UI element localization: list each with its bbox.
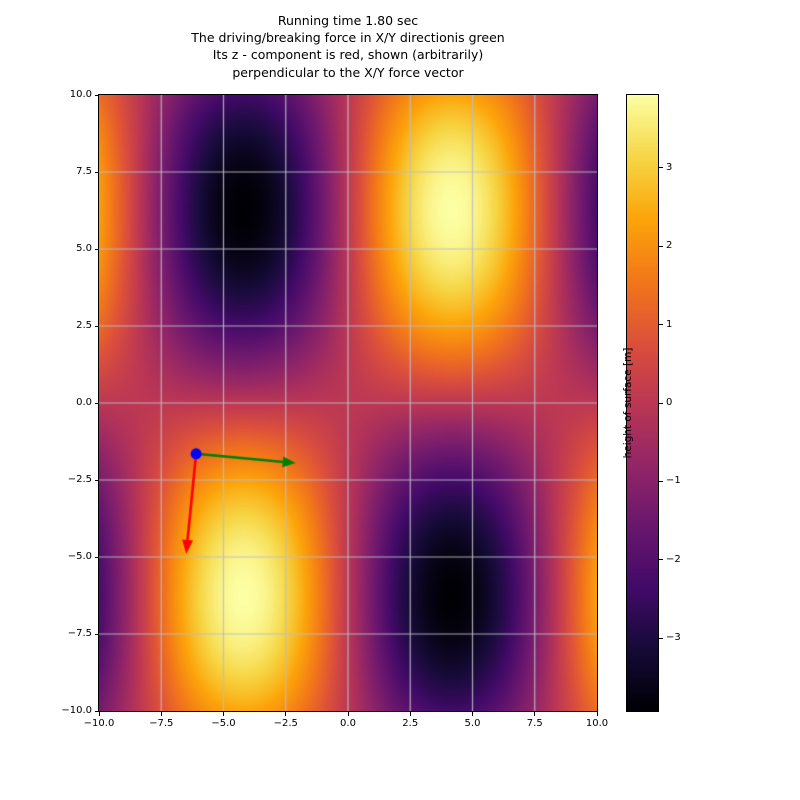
colorbar-gradient-canvas [627, 95, 658, 711]
x-tick-mark [285, 712, 287, 716]
colorbar-tick-mark [659, 167, 663, 169]
x-tick-mark [347, 712, 349, 716]
figure-title: Running time 1.80 sec The driving/breaki… [99, 12, 597, 81]
colorbar-tick-label: 1 [666, 318, 673, 330]
x-tick-mark [160, 712, 162, 716]
x-tick-label: −7.5 [149, 718, 174, 729]
y-tick-label: −7.5 [67, 628, 92, 639]
y-tick-label: −10.0 [61, 705, 92, 716]
y-tick-mark [94, 633, 98, 635]
colorbar-tick-mark [659, 402, 663, 404]
figure-title-line-4: perpendicular to the X/Y force vector [232, 64, 464, 80]
x-tick-label: −10.0 [83, 718, 115, 729]
y-tick-mark [94, 325, 98, 327]
colorbar-tick-label: 3 [666, 161, 673, 173]
x-tick-label: −2.5 [273, 718, 298, 729]
colorbar-tick-label: −2 [666, 553, 681, 565]
y-tick-label: 2.5 [76, 320, 92, 331]
colorbar-tick-label: −1 [666, 475, 681, 487]
main-plot-area [98, 94, 598, 712]
x-tick-label: 10.0 [585, 718, 609, 729]
figure-title-line-2: The driving/breaking force in X/Y direct… [191, 30, 505, 46]
x-tick-label: 0.0 [340, 718, 356, 729]
y-tick-label: 7.5 [76, 166, 92, 177]
colorbar-tick-label: 0 [666, 397, 673, 408]
y-tick-mark [94, 479, 98, 481]
y-tick-mark [94, 171, 98, 173]
x-tick-mark [596, 712, 598, 716]
y-tick-label: 10.0 [69, 89, 92, 100]
colorbar-tick-mark [659, 559, 663, 561]
x-tick-mark [534, 712, 536, 716]
colorbar-tick-mark [659, 324, 663, 326]
colorbar-tick-mark [659, 245, 663, 247]
surface-heatmap-canvas [99, 95, 597, 711]
colorbar-tick-mark [659, 637, 663, 639]
y-tick-label: −2.5 [67, 474, 92, 485]
x-tick-mark [98, 712, 100, 716]
colorbar-tick-label: −3 [666, 632, 681, 644]
figure-title-line-1: Running time 1.80 sec [277, 13, 419, 28]
y-tick-label: −5.0 [67, 551, 92, 562]
x-tick-mark [409, 712, 411, 716]
y-tick-mark [94, 94, 98, 96]
y-tick-mark [94, 710, 98, 712]
y-tick-mark [94, 402, 98, 404]
x-tick-label: 2.5 [402, 718, 419, 729]
colorbar-tick-mark [659, 480, 663, 482]
y-tick-mark [94, 248, 98, 250]
colorbar-tick-label: 2 [666, 240, 673, 252]
x-tick-label: −5.0 [211, 718, 236, 729]
x-tick-mark [472, 712, 473, 716]
y-tick-mark [94, 556, 98, 558]
colorbar [626, 94, 659, 712]
y-tick-label: 5.0 [76, 243, 92, 254]
x-tick-label: 7.5 [526, 718, 543, 729]
x-tick-label: 5.0 [464, 718, 481, 729]
colorbar-axis-label: height of surface [m] [622, 347, 634, 459]
x-tick-mark [223, 712, 224, 716]
figure-title-line-3: Its z - component is red, shown (arbitra… [212, 47, 484, 63]
y-tick-label: 0.0 [76, 397, 92, 408]
